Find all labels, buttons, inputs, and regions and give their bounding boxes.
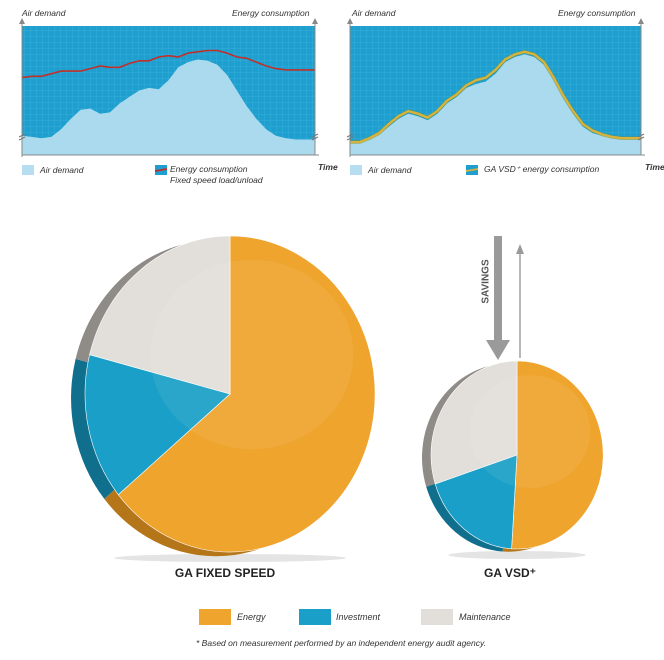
fixed-air-demand-axis-label: Air demand xyxy=(22,8,66,18)
pie-charts xyxy=(71,235,604,562)
vsd-energy-line xyxy=(350,50,641,144)
vsd-pie-highlight xyxy=(469,375,591,488)
fixed-legend-energy-swatch-line xyxy=(154,168,168,172)
legend-maintenance-swatch xyxy=(421,609,453,625)
fixed-pie-highlight xyxy=(150,259,354,450)
fixed-legend-energy-line2: Fixed speed load/unload xyxy=(170,175,263,185)
vsd-time-axis-label: Time xyxy=(645,162,664,172)
fixed-energy-axis-label: Energy consumption xyxy=(232,8,310,18)
vsd-slice-energy xyxy=(511,360,604,550)
vsd-air-demand-axis-label: Air demand xyxy=(352,8,396,18)
fixed-slice-maintenance xyxy=(89,235,231,395)
fixed-slice-energy xyxy=(117,235,376,553)
fixed-speed-caption: GA FIXED SPEED xyxy=(174,566,276,580)
vsd-energy-axis-label: Energy consumption xyxy=(558,8,636,18)
savings-arrow-down-head xyxy=(486,340,510,360)
fixed-pie-shadow xyxy=(114,554,346,562)
vsd-slice-maintenance xyxy=(430,360,518,485)
fixed-legend-air-swatch xyxy=(22,165,34,175)
vsd-caption: GA VSD⁺ xyxy=(484,566,536,580)
fixed-left-axis-arrow xyxy=(19,18,25,24)
fixed-time-axis-label: Time xyxy=(318,162,338,172)
vsd-legend-energy-swatch-line xyxy=(465,168,479,172)
vsd-legend-energy: GA VSD⁺ energy consumption xyxy=(484,164,600,174)
vsd-slice-investment xyxy=(434,454,518,550)
fixed-air-demand-area xyxy=(22,59,315,155)
fixed-legend-air-demand: Air demand xyxy=(40,165,84,175)
line-charts xyxy=(18,18,645,175)
vsd-pie-shadow xyxy=(448,551,586,559)
vsd-legend-air-swatch xyxy=(350,165,362,175)
fixed-right-axis-arrow xyxy=(312,18,318,24)
vsd-air-demand-area xyxy=(350,54,641,155)
fixed-legend-energy-line1: Energy consumption xyxy=(170,164,248,174)
fixed-energy-line xyxy=(21,49,315,79)
vsd-axis-break-left xyxy=(346,133,354,141)
legend-investment-swatch xyxy=(299,609,331,625)
vsd-legend-air-demand: Air demand xyxy=(368,165,412,175)
fixed-axis-break-left xyxy=(18,133,26,141)
legend-maintenance-label: Maintenance xyxy=(459,612,511,622)
legend-investment-label: Investment xyxy=(336,612,381,622)
vsd-right-axis-arrow xyxy=(638,18,644,24)
footnote: * Based on measurement performed by an i… xyxy=(196,638,486,648)
savings-arrow-down-shaft xyxy=(494,236,502,342)
fixed-axis-break-right xyxy=(311,133,319,141)
legend-energy-label: Energy xyxy=(237,612,266,622)
savings-label: SAVINGS xyxy=(480,259,492,304)
legend-energy-swatch xyxy=(199,609,231,625)
vsd-left-axis-arrow xyxy=(347,18,353,24)
vsd-axis-break-right xyxy=(637,133,645,141)
fixed-slice-investment xyxy=(84,354,231,496)
savings-arrow-up-head xyxy=(516,244,524,254)
